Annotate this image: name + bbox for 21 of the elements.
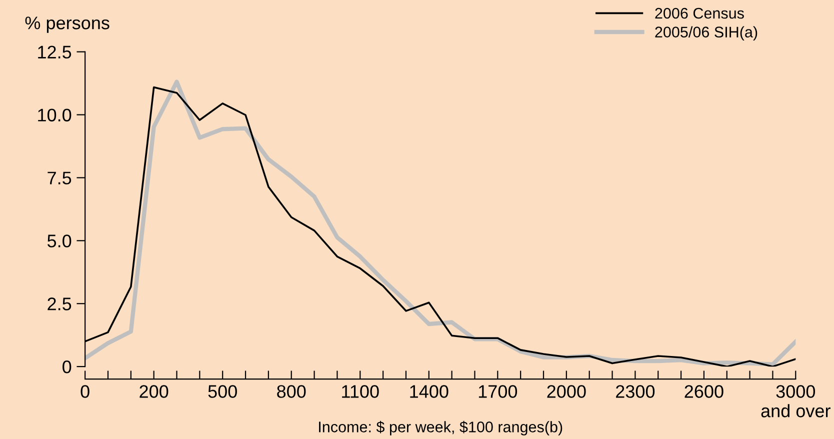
x-tick-label: 800 <box>277 385 306 398</box>
y-tick-label: 0 <box>62 360 72 374</box>
x-tick-label: 1700 <box>478 385 518 398</box>
x-tick-label: 2600 <box>684 385 724 398</box>
legend-label: 2005/06 SIH(a) <box>655 26 758 41</box>
x-tick-label: 1400 <box>410 385 448 398</box>
x-tick-label: 3000 and over <box>761 385 830 418</box>
y-tick-label: 5.0 <box>48 234 72 248</box>
y-tick-label: 2.5 <box>48 298 72 310</box>
x-tick-label: 200 <box>140 385 168 398</box>
x-tick-label: 500 <box>208 385 237 398</box>
x-tick-label: 2300 <box>616 385 655 398</box>
y-tick-label: 10.0 <box>38 108 72 122</box>
x-axis-title: Income: $ per week, $100 ranges(b) <box>319 420 562 436</box>
y-axis-title: % persons <box>25 16 110 33</box>
y-tick-label: 7.5 <box>48 172 72 184</box>
legend-label: 2006 Census <box>655 8 744 19</box>
x-tick-label: 1100 <box>342 385 379 398</box>
x-tick-label: 0 <box>80 385 90 398</box>
y-tick-label: 12.5 <box>38 46 72 59</box>
x-tick-label: 2000 <box>547 385 586 398</box>
